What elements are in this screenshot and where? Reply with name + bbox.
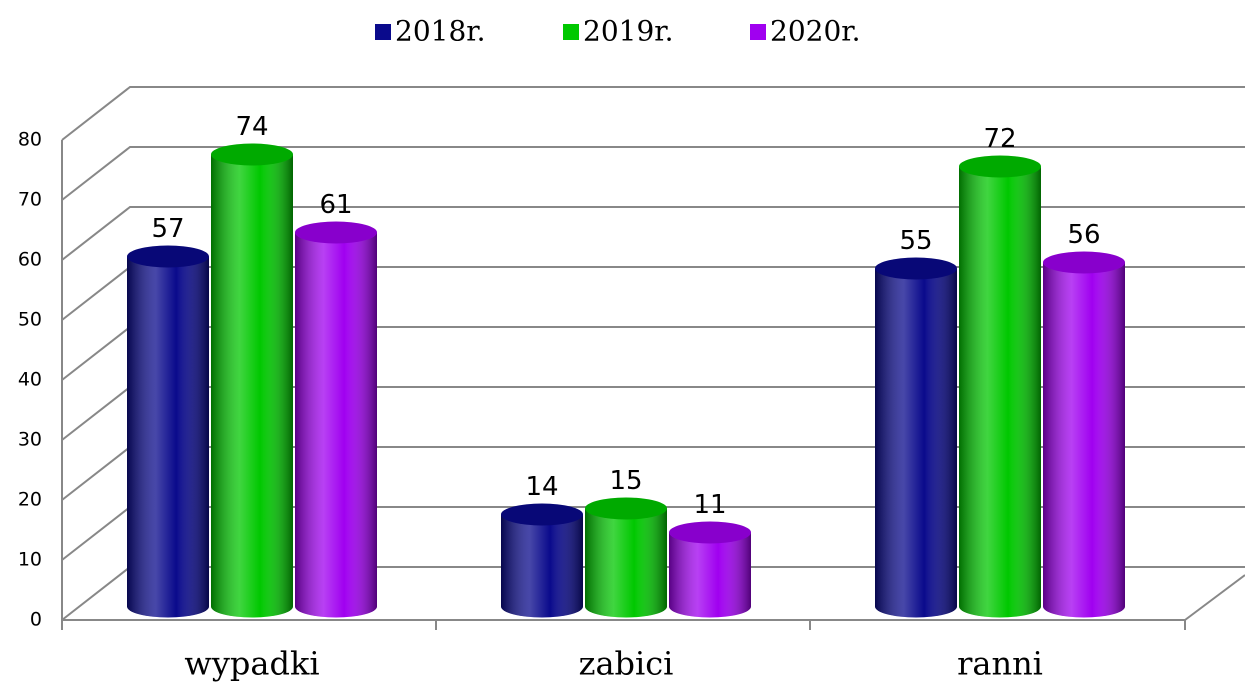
data-label: 57 [151, 214, 184, 244]
legend-swatch [375, 24, 391, 40]
y-tick-label: 70 [18, 189, 42, 211]
floor-edge [1184, 574, 1245, 621]
y-tick-label: 40 [18, 369, 42, 391]
legend-label: 2020r. [770, 15, 860, 48]
x-tick-label: ranni [957, 645, 1043, 683]
y-tick-label: 50 [18, 309, 42, 331]
grid-line [61, 86, 1245, 141]
data-label: 72 [983, 124, 1016, 154]
grid-line [61, 146, 1245, 201]
bar [127, 245, 209, 618]
y-tick-label: 10 [18, 549, 42, 571]
x-tick-label: zabici [579, 645, 674, 683]
bar [959, 155, 1041, 618]
data-label: 56 [1067, 220, 1100, 250]
bar [585, 497, 667, 618]
legend-label: 2018r. [395, 15, 485, 48]
data-label: 61 [319, 190, 352, 220]
data-label: 55 [899, 226, 932, 256]
legend-swatch [750, 24, 766, 40]
data-label: 11 [693, 490, 726, 520]
data-label: 14 [525, 472, 558, 502]
y-tick-label: 0 [30, 609, 42, 631]
grid-line [61, 206, 1245, 261]
x-tick-label: wypadki [184, 645, 319, 683]
bar [1043, 251, 1125, 618]
legend-label: 2019r. [583, 15, 673, 48]
legend-swatch [563, 24, 579, 40]
data-label: 74 [235, 112, 268, 142]
bar [875, 257, 957, 618]
y-tick-label: 80 [18, 129, 42, 151]
y-tick-label: 60 [18, 249, 42, 271]
bar [295, 221, 377, 618]
data-label: 15 [609, 466, 642, 496]
y-tick-label: 20 [18, 489, 42, 511]
bar [211, 143, 293, 618]
bar [669, 521, 751, 618]
y-tick-label: 30 [18, 429, 42, 451]
bar [501, 503, 583, 618]
